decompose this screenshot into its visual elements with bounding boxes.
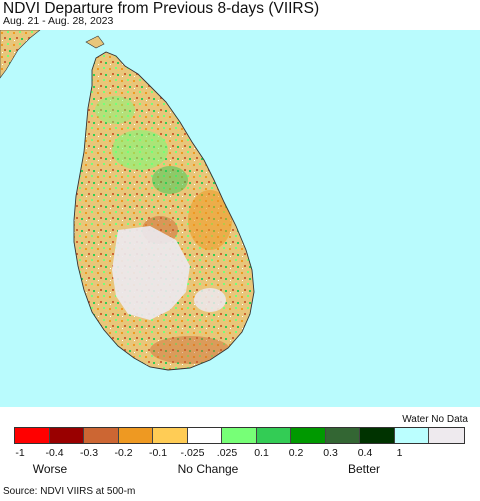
india-coast xyxy=(0,30,41,79)
legend-better-label: Better xyxy=(347,462,381,476)
legend-swatch-6 xyxy=(222,428,257,443)
legend-swatch-12 xyxy=(429,428,464,443)
legend-swatch-11 xyxy=(394,428,429,443)
legend-swatch-3 xyxy=(118,428,153,443)
island-fill xyxy=(74,52,254,370)
legend-worse-label: Worse xyxy=(32,462,68,476)
legend-swatch-1 xyxy=(49,428,84,443)
legend-tick-3: -0.2 xyxy=(114,447,133,459)
legend-swatch-8 xyxy=(291,428,326,443)
legend-swatch-9 xyxy=(325,428,360,443)
legend-tick-8: 0.2 xyxy=(288,447,304,459)
legend-swatch-2 xyxy=(84,428,119,443)
legend-tick-6: .025 xyxy=(216,447,238,459)
legend-swatch-0 xyxy=(15,428,50,443)
legend-color-bar xyxy=(14,427,465,444)
legend-tick-9: 0.3 xyxy=(323,447,338,459)
ndvi-map xyxy=(0,30,255,371)
page-title: NDVI Departure from Previous 8-days (VII… xyxy=(3,0,320,17)
legend-tick-7: 0.1 xyxy=(254,447,269,459)
legend-no-change-label: No Change xyxy=(177,462,239,476)
legend-swatch-4 xyxy=(153,428,188,443)
legend-swatch-5 xyxy=(187,428,222,443)
legend-tick-5: -.025 xyxy=(180,447,205,459)
legend-tick-1: -0.4 xyxy=(45,447,64,459)
legend-swatch-7 xyxy=(256,428,291,443)
legend-tick-0: -1 xyxy=(15,447,25,459)
date-range: Aug. 21 - Aug. 28, 2023 xyxy=(3,15,114,27)
mannar-island xyxy=(85,35,105,49)
source-note: Source: NDVI VIIRS at 500-m xyxy=(3,486,136,497)
legend-tick-10: 0.4 xyxy=(357,447,373,459)
legend-tick-2: -0.3 xyxy=(79,447,99,459)
legend-tick-4: -0.1 xyxy=(148,447,168,459)
water-no-data-label: Water No Data xyxy=(402,414,468,425)
map-frame xyxy=(0,30,480,407)
legend-swatch-10 xyxy=(360,428,395,443)
legend-tick-11: 1 xyxy=(396,447,403,459)
